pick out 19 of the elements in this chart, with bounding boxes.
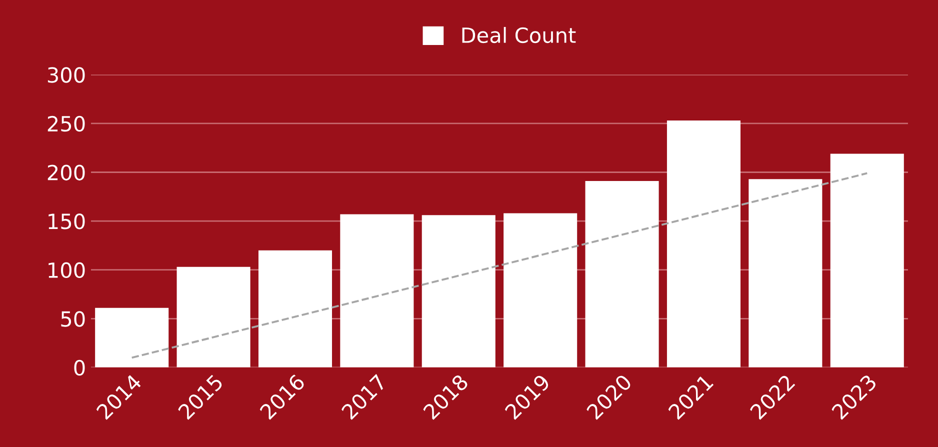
bar: [422, 215, 496, 368]
bar: [585, 181, 659, 368]
bar: [830, 154, 904, 368]
y-tick-label: 150: [48, 213, 85, 230]
bar: [666, 120, 740, 368]
bar: [340, 214, 414, 368]
line-series: [130, 172, 868, 359]
y-tick-label: 100: [48, 262, 85, 278]
bar: [748, 179, 822, 368]
y-tick-label: 250: [48, 116, 85, 132]
bar: [95, 308, 169, 368]
bar: [504, 213, 578, 368]
legend-label: Deal Count: [462, 26, 576, 44]
y-tick-label: 300: [48, 67, 85, 83]
bar: [176, 266, 250, 368]
bar: [258, 250, 332, 368]
y-tick-label: 50: [61, 311, 85, 327]
y-tick-label: 200: [48, 164, 85, 180]
y-tick-label: 0: [74, 360, 85, 376]
